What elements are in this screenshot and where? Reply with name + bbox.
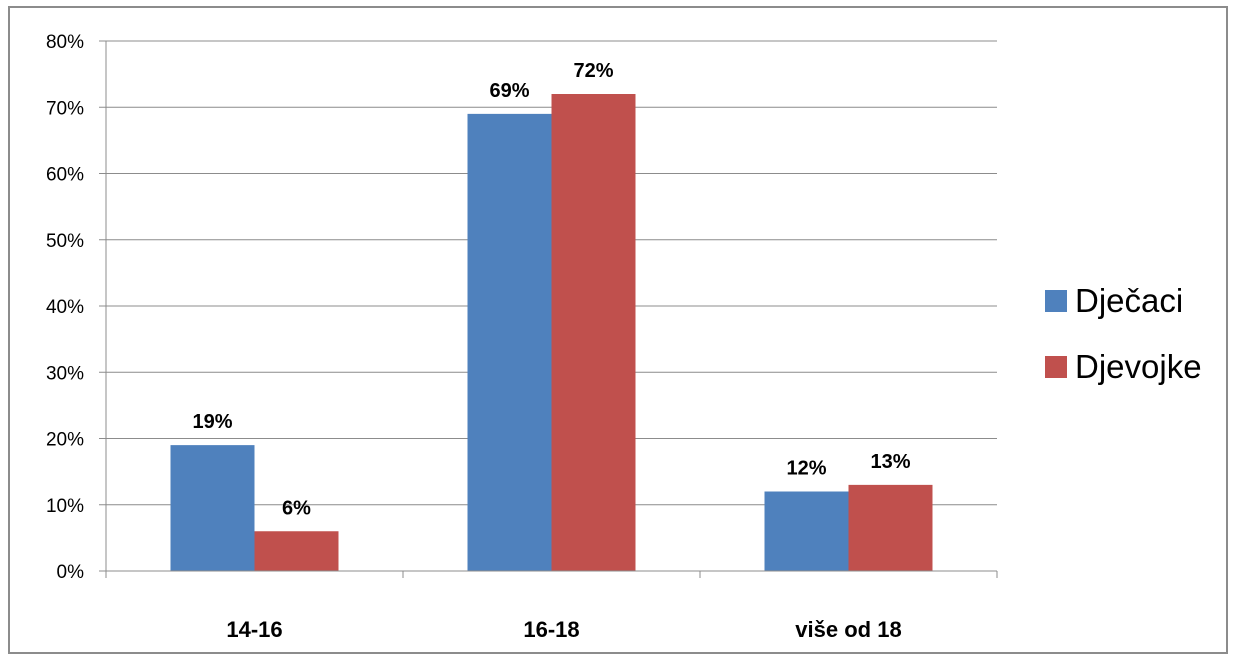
y-tick-label: 0% bbox=[57, 562, 85, 583]
bars bbox=[170, 94, 933, 571]
bar bbox=[551, 94, 636, 571]
y-tick-label: 20% bbox=[46, 430, 84, 451]
y-tick-label: 10% bbox=[46, 496, 84, 517]
bar bbox=[170, 445, 255, 571]
y-tick-label: 50% bbox=[46, 231, 84, 252]
y-tick-label: 70% bbox=[46, 98, 84, 119]
x-axis-labels: 14-16 16-18 više od 18 bbox=[226, 617, 901, 642]
y-axis-ticks: 0% 10% 20% 30% 40% 50% 60% 70% 80% bbox=[46, 32, 106, 583]
data-label: 72% bbox=[573, 60, 613, 82]
x-tick-label: 14-16 bbox=[226, 617, 282, 642]
data-label: 19% bbox=[192, 411, 232, 433]
data-label: 12% bbox=[786, 458, 826, 480]
data-labels: 19% 6% 69% 72% 12% 13% bbox=[192, 60, 910, 519]
y-tick-label: 60% bbox=[46, 165, 84, 186]
y-tick-label: 80% bbox=[46, 32, 84, 53]
data-label: 69% bbox=[489, 80, 529, 102]
y-tick-label: 30% bbox=[46, 363, 84, 384]
legend-label: Dječaci bbox=[1075, 282, 1183, 319]
legend: Dječaci Djevojke bbox=[1045, 282, 1202, 385]
x-tick-label: 16-18 bbox=[523, 617, 579, 642]
bar bbox=[764, 491, 849, 571]
legend-swatch bbox=[1045, 356, 1067, 378]
bar bbox=[848, 484, 933, 571]
bar bbox=[254, 531, 339, 571]
legend-swatch bbox=[1045, 290, 1067, 312]
y-tick-label: 40% bbox=[46, 297, 84, 318]
x-tick-label: više od 18 bbox=[795, 617, 901, 642]
data-label: 13% bbox=[870, 451, 910, 473]
axes bbox=[105, 41, 998, 578]
legend-label: Djevojke bbox=[1075, 348, 1202, 385]
bar bbox=[467, 113, 552, 571]
data-label: 6% bbox=[282, 497, 311, 519]
